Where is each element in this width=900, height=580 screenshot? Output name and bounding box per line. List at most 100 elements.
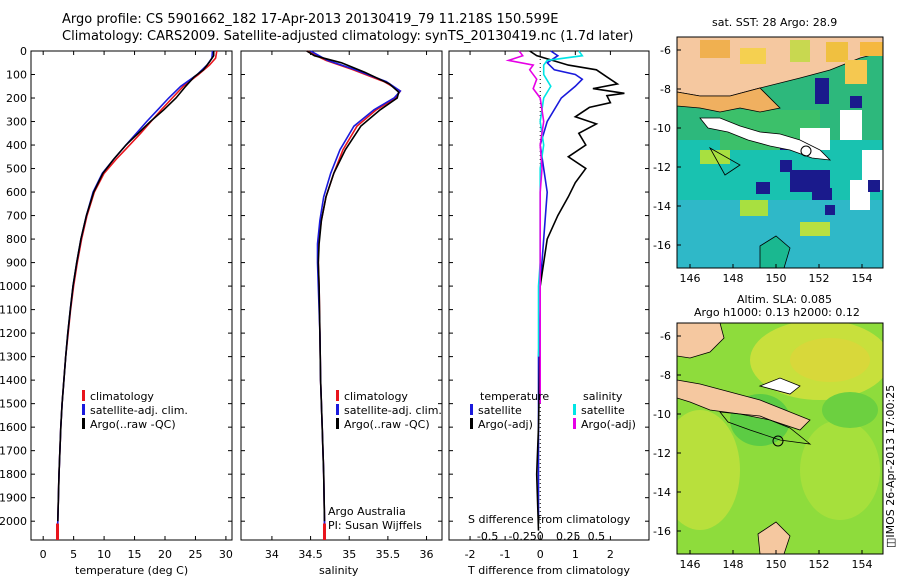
title-line-1: Argo profile: CS 5901662_182 17-Apr-2013… — [62, 12, 559, 27]
s-tick-label: -0.25 — [508, 530, 536, 543]
legend-item-argo: Argo(..raw -QC) — [82, 418, 188, 432]
y-tick-label: 500 — [6, 163, 27, 176]
map-x-tick-label: 148 — [723, 558, 744, 571]
map-x-tick-label: 154 — [852, 272, 873, 285]
y-tick-label: 200 — [6, 92, 27, 105]
temperature-panel — [30, 50, 233, 541]
legend-item-satellite: satellite-adj. clim. — [336, 404, 442, 418]
imos-credit: ◫IMOS 26-Apr-2013 17:00:25 — [884, 384, 897, 548]
x-tick-label: 35.5 — [376, 548, 401, 561]
map-y-tick-label: -12 — [653, 161, 671, 174]
salinity-axis: 34 34.5 35 35.5 36 — [241, 50, 442, 561]
map-x-tick-label: 154 — [852, 558, 873, 571]
y-tick-label: 1700 — [0, 445, 27, 458]
x-tick-label: 20 — [158, 548, 172, 561]
map-y-tick-label: -10 — [653, 408, 671, 421]
x-tick-label: 10 — [97, 548, 111, 561]
legend-item-climatology: climatology — [336, 390, 442, 404]
map-y-tick-label: -6 — [660, 330, 671, 343]
map-x-tick-label: 150 — [766, 558, 787, 571]
y-tick-label: 100 — [6, 69, 27, 82]
salinity-xlabel: salinity — [319, 564, 359, 577]
x-tick-label: 34 — [265, 548, 279, 561]
sla-map — [677, 323, 883, 554]
map-y-tick-label: -8 — [660, 369, 671, 382]
x-tick-label: 36 — [420, 548, 434, 561]
temperature-lines — [55, 50, 218, 540]
x-tick-label: 0 — [40, 548, 47, 561]
sla-map-title-line2: Argo h1000: 0.13 h2000: 0.12 — [694, 306, 860, 319]
sst-map — [677, 37, 883, 268]
difference-legend-temperature: temperature satellite Argo(-adj) — [470, 390, 549, 432]
y-tick-label: 1100 — [0, 304, 27, 317]
map-y-tick-label: -8 — [660, 83, 671, 96]
map-x-tick-label: 152 — [809, 558, 830, 571]
temperature-xlabel: temperature (deg C) — [75, 564, 189, 577]
legend-item-temp-satellite: satellite — [470, 404, 549, 418]
legend-item-sal-satellite: satellite — [573, 404, 636, 418]
salinity-legend: climatology satellite-adj. clim. Argo(..… — [336, 390, 442, 432]
difference-xlabel: T difference from climatology — [468, 564, 630, 577]
s-tick-label: 0 — [537, 530, 544, 543]
temperature-bottom-marker — [55, 523, 59, 540]
legend-item-satellite: satellite-adj. clim. — [82, 404, 188, 418]
difference-series-1 — [529, 50, 625, 531]
y-tick-label: 2000 — [0, 515, 27, 528]
map-x-tick-label: 148 — [723, 272, 744, 285]
y-tick-label: 1400 — [0, 374, 27, 387]
s-tick-label: 0.5 — [588, 530, 606, 543]
y-tick-label: 700 — [6, 210, 27, 223]
y-tick-label: 1200 — [0, 327, 27, 340]
x-tick-label: -2 — [465, 548, 476, 561]
x-tick-label: 34.5 — [298, 548, 323, 561]
legend-item-sal-argo: Argo(-adj) — [573, 418, 636, 432]
y-tick-label: 300 — [6, 116, 27, 129]
difference-lines — [505, 50, 625, 531]
temperature-legend: climatology satellite-adj. clim. Argo(..… — [82, 390, 188, 432]
map-axes: 146 148 150 152 154 -6 -8 -10 -12 -14 -16 146 148 150… — [653, 44, 872, 571]
salinity-lines — [306, 50, 402, 540]
difference-panel — [448, 50, 650, 541]
salinity-bottom-marker — [322, 523, 326, 540]
map-y-tick-label: -14 — [653, 200, 671, 213]
y-tick-label: 900 — [6, 257, 27, 270]
difference-series-3 — [505, 50, 545, 404]
temperature-axis: 0100200300400500600700800900100011001200… — [0, 45, 233, 561]
temperature-series-2 — [57, 51, 215, 522]
sst-map-title: sat. SST: 28 Argo: 28.9 — [712, 16, 838, 29]
x-tick-label: 25 — [188, 548, 202, 561]
y-tick-label: 1000 — [0, 280, 27, 293]
salinity-series-2 — [306, 50, 400, 522]
salinity-panel — [240, 50, 443, 541]
legend-item-temp-argo: Argo(-adj) — [470, 418, 549, 432]
x-tick-label: 2 — [607, 548, 614, 561]
y-tick-label: 400 — [6, 139, 27, 152]
sla-map-title-line1: Altim. SLA: 0.085 — [737, 293, 833, 306]
legend-item-climatology: climatology — [82, 390, 188, 404]
map-x-tick-label: 150 — [766, 272, 787, 285]
map-y-tick-label: -16 — [653, 239, 671, 252]
sst-map-frame — [676, 36, 884, 269]
x-tick-label: 1 — [572, 548, 579, 561]
map-y-tick-label: -12 — [653, 447, 671, 460]
y-tick-label: 1800 — [0, 468, 27, 481]
y-tick-label: 800 — [6, 233, 27, 246]
title-line-2: Climatology: CARS2009. Satellite-adjuste… — [62, 29, 634, 44]
y-tick-label: 1300 — [0, 351, 27, 364]
y-tick-label: 0 — [20, 45, 27, 58]
x-tick-label: 15 — [128, 548, 142, 561]
s-tick-label: 0.25 — [556, 530, 581, 543]
y-tick-label: 1500 — [0, 398, 27, 411]
s-tick-label: -0.5 — [477, 530, 498, 543]
imos-logo-icon: ◫ — [884, 537, 897, 548]
difference-xlabel-top: S difference from climatology — [468, 513, 631, 526]
map-y-tick-label: -16 — [653, 525, 671, 538]
map-x-tick-label: 152 — [809, 272, 830, 285]
map-y-tick-label: -14 — [653, 486, 671, 499]
map-x-tick-label: 146 — [680, 272, 701, 285]
x-tick-label: -1 — [500, 548, 511, 561]
x-tick-label: 0 — [537, 548, 544, 561]
map-y-tick-label: -6 — [660, 44, 671, 57]
legend-item-argo: Argo(..raw -QC) — [336, 418, 442, 432]
